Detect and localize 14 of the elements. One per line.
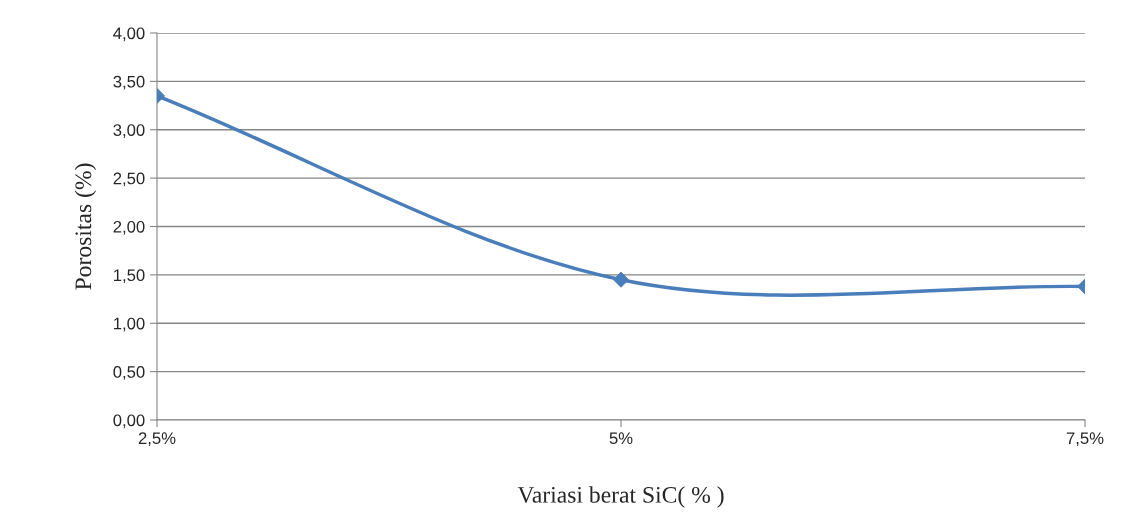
x-tick-label: 5%: [609, 432, 633, 445]
x-axis-title: Variasi berat SiC( % ): [517, 486, 724, 508]
y-tick-label: 1,50: [114, 269, 145, 284]
y-tick-label: 2,00: [113, 220, 145, 235]
x-tick-label: 2,5%: [138, 432, 176, 447]
y-axis-title: Porositas (%): [74, 163, 97, 290]
y-tick-label: 3,50: [113, 75, 145, 90]
y-tick-label: 0,00: [113, 414, 145, 429]
x-tick-label: 7,5%: [1066, 432, 1104, 447]
y-tick-label: 4,00: [113, 27, 145, 42]
y-tick-label: 3,00: [113, 124, 145, 138]
y-tick-label: 0,50: [113, 366, 145, 380]
y-tick-label: 2,50: [113, 172, 145, 187]
y-tick-label: 1,00: [114, 317, 145, 332]
